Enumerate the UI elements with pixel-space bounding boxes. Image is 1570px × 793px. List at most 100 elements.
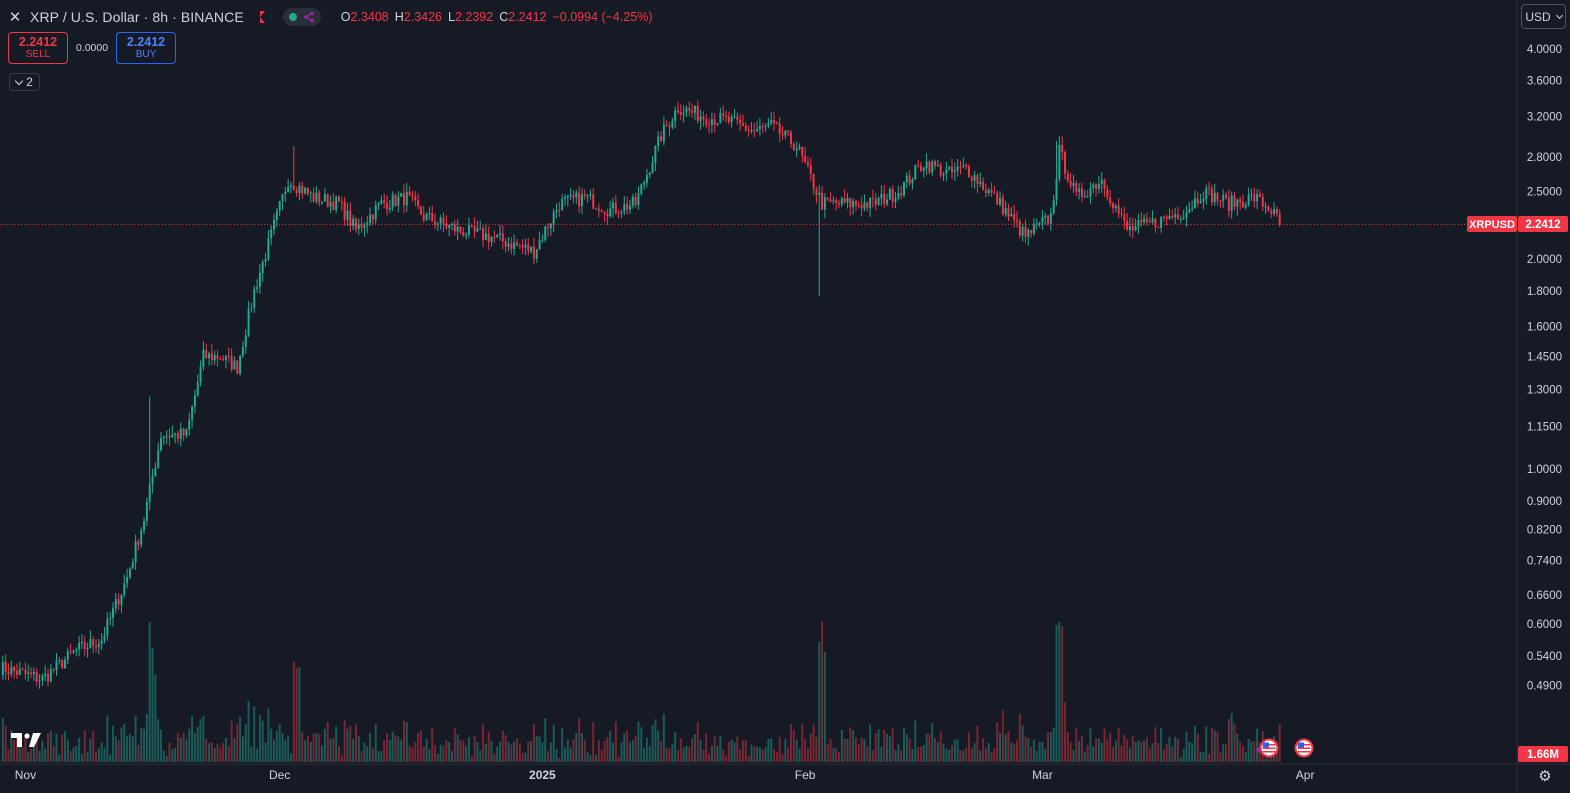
flag-icon[interactable] [259, 11, 265, 23]
candle-body [414, 196, 417, 201]
us-flag-calendar-icon[interactable] [1294, 738, 1314, 758]
indicators-toggle-button[interactable]: 2 [9, 73, 40, 91]
volume-bar [284, 739, 287, 762]
status-pill[interactable] [282, 8, 321, 26]
volume-bar [1258, 742, 1261, 762]
candle-body [1247, 194, 1250, 205]
volume-bar [987, 743, 990, 762]
close-icon[interactable]: ✕ [8, 9, 22, 26]
candle-body [603, 211, 606, 214]
volume-bar [965, 747, 968, 762]
candle-body [713, 119, 716, 125]
candle-body [925, 161, 928, 169]
symbol-title[interactable]: XRP / U.S. Dollar · 8h · BINANCE [30, 9, 244, 25]
candle-body [357, 224, 360, 230]
volume-bar [612, 742, 615, 762]
volume-bar [973, 743, 976, 762]
candle-body [145, 501, 148, 521]
candle-body [230, 356, 233, 370]
volume-bar [7, 749, 10, 762]
volume-bar [1227, 719, 1230, 762]
volume-bar [643, 747, 646, 762]
price-axis-tick: 0.8200 [1527, 524, 1562, 536]
candle-body [1208, 187, 1211, 189]
volume-bar [1208, 753, 1211, 762]
candle-body [419, 206, 422, 215]
volume-bar [326, 721, 329, 762]
candle-body [1027, 229, 1030, 238]
candle-body [89, 639, 92, 649]
candle-body [614, 202, 617, 214]
volume-bar [1126, 739, 1129, 762]
volume-bar [778, 736, 781, 762]
candle-body [275, 210, 278, 220]
volume-bar [179, 737, 182, 762]
candle-body [702, 116, 705, 120]
candle-body [722, 113, 725, 116]
volume-bar [239, 717, 242, 762]
candle-body [665, 124, 668, 127]
candle-body [247, 308, 250, 336]
buy-button[interactable]: 2.2412 BUY [116, 32, 176, 64]
volume-bar [499, 741, 502, 762]
candle-body [72, 650, 75, 653]
candle-body [295, 189, 298, 194]
candle-body [798, 146, 801, 149]
candle-body [750, 129, 753, 131]
candle-body [1080, 188, 1083, 197]
volume-bar [83, 730, 86, 762]
candle-body [1044, 215, 1047, 218]
volume-bar [677, 750, 679, 762]
candle-body [55, 660, 58, 671]
volume-bar [1256, 728, 1259, 762]
volume-bar [264, 742, 267, 762]
price-axis-tick: 3.2000 [1527, 111, 1562, 123]
volume-bar [1210, 728, 1213, 762]
volume-bar [1100, 742, 1103, 762]
volume-bar [230, 720, 233, 762]
tradingview-logo-icon[interactable] [10, 731, 44, 749]
candle-body [278, 201, 281, 211]
sell-button[interactable]: 2.2412 SELL [8, 32, 68, 64]
volume-bar [600, 749, 603, 762]
volume-bar [580, 732, 583, 762]
volume-bar [301, 732, 304, 762]
volume-bar [555, 748, 558, 762]
volume-bar [586, 752, 589, 762]
volume-bar [708, 753, 711, 762]
candle-body [388, 207, 391, 210]
volume-bar [795, 739, 798, 762]
candle-body [962, 165, 965, 167]
us-flag-calendar-icon[interactable] [1259, 738, 1279, 758]
volume-bar [609, 730, 612, 762]
volume-bar [1205, 726, 1208, 762]
candle-body [781, 133, 784, 136]
volume-bar [860, 737, 863, 762]
volume-bar [270, 728, 273, 762]
candle-body [1188, 209, 1191, 213]
volume-bar [289, 753, 292, 762]
price-axis[interactable] [1517, 0, 1570, 793]
currency-select[interactable]: USD [1521, 4, 1566, 29]
volume-bar [696, 721, 699, 762]
candle-body [589, 194, 592, 196]
candle-body [1047, 215, 1050, 224]
candle-body [383, 200, 386, 203]
volume-bar [527, 741, 530, 762]
volume-bar [202, 715, 205, 762]
candle-body [137, 541, 140, 545]
candle-body [258, 272, 261, 288]
volume-bar [959, 750, 962, 762]
volume-bar [448, 742, 451, 762]
candle-body [716, 123, 719, 125]
volume-bar [436, 753, 439, 762]
candle-body [558, 210, 561, 212]
candle-body [942, 173, 945, 176]
candle-body [1030, 229, 1033, 234]
settings-icon[interactable]: ⚙ [1538, 768, 1552, 785]
candle-body [1058, 144, 1061, 179]
volume-bar [781, 754, 784, 762]
volume-bar [614, 721, 617, 762]
sparkle-icon [1254, 746, 1262, 754]
